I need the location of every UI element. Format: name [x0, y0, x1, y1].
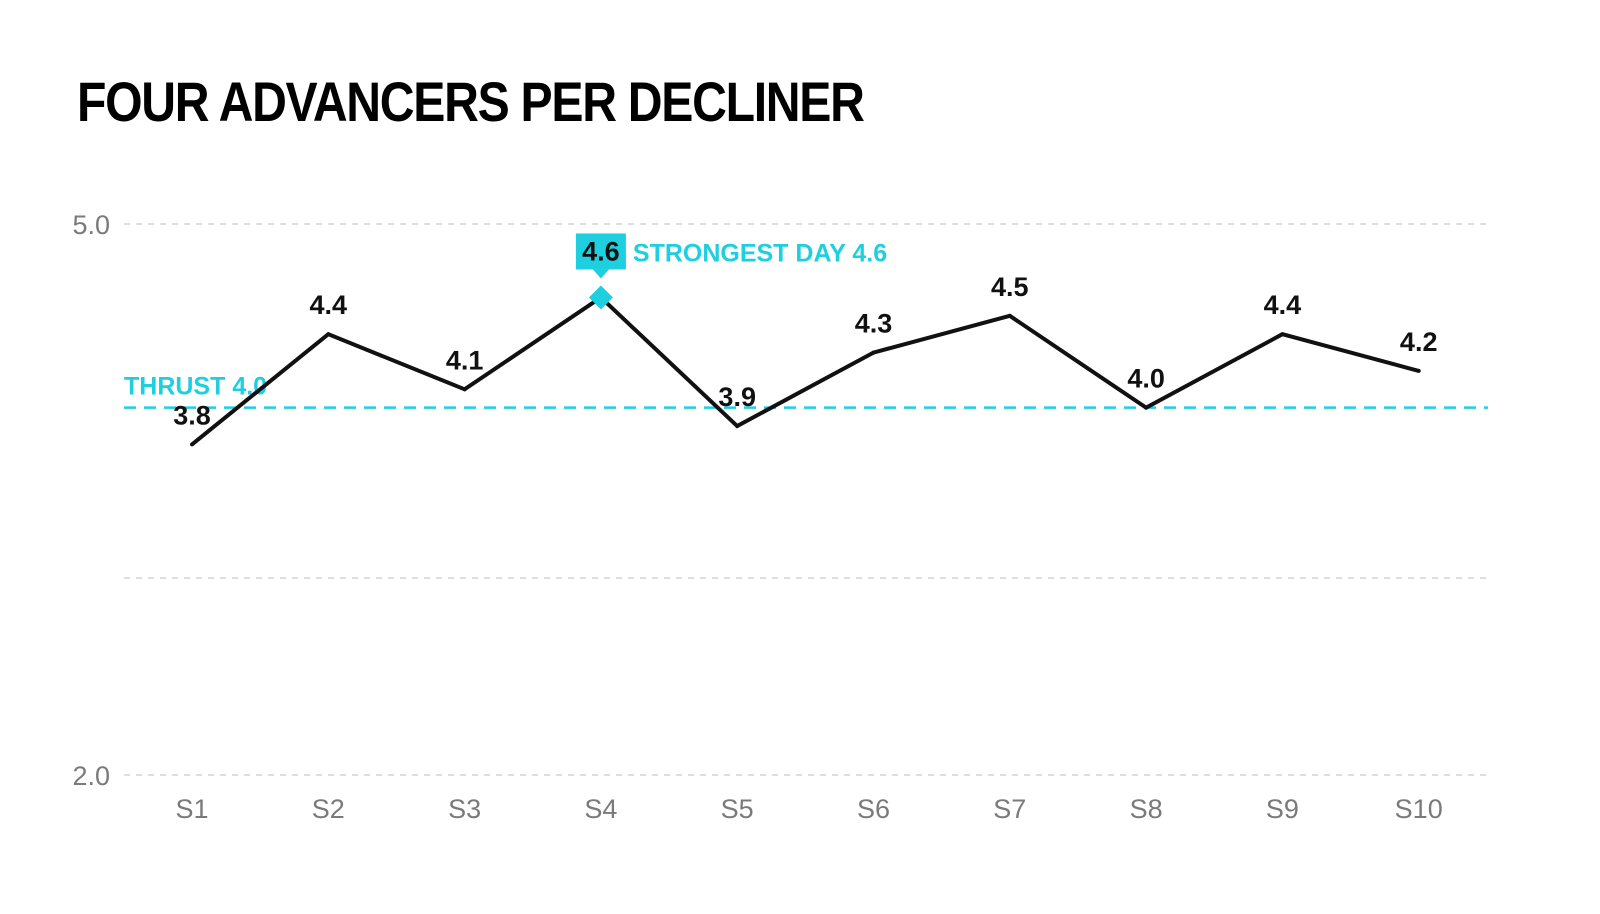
y-tick-label: 2.0	[72, 761, 110, 791]
data-label: 4.2	[1400, 327, 1438, 357]
highlight-badge	[575, 233, 626, 270]
x-tick-label: S1	[175, 794, 208, 824]
data-label: 3.8	[173, 400, 211, 430]
x-tick-label: S2	[312, 794, 345, 824]
highlight-label: STRONGEST DAY 4.6	[633, 239, 887, 267]
data-point	[1144, 405, 1149, 410]
data-label: 4.5	[991, 272, 1029, 302]
data-point	[871, 350, 876, 355]
data-label: 4.4	[1264, 290, 1302, 320]
x-tick-label: S3	[448, 794, 481, 824]
chart-title: FOUR ADVANCERS PER DECLINER	[77, 70, 865, 133]
data-point	[735, 424, 740, 429]
data-point	[462, 387, 467, 392]
highlight-value-label: 4.6	[582, 236, 620, 266]
series-line	[190, 294, 1420, 446]
data-point	[1416, 368, 1421, 373]
data-label: 3.9	[718, 382, 756, 412]
data-label: 4.0	[1127, 364, 1165, 394]
data-point	[326, 332, 331, 337]
x-tick-label: S6	[857, 794, 890, 824]
y-tick-label: 5.0	[72, 210, 110, 240]
x-tick-label: S4	[584, 794, 617, 824]
data-label: 4.4	[310, 290, 348, 320]
data-point	[1280, 332, 1285, 337]
x-tick-label: S9	[1266, 794, 1299, 824]
data-label: 4.3	[855, 309, 893, 339]
data-point	[1007, 313, 1012, 318]
x-tick-label: S8	[1130, 794, 1163, 824]
x-tick-label: S10	[1395, 794, 1443, 824]
data-label: 4.1	[446, 345, 484, 375]
reference-line-label: THRUST 4.0	[124, 373, 267, 401]
x-tick-label: S5	[721, 794, 754, 824]
highlight-badge-pointer	[592, 269, 609, 279]
highlight-marker	[588, 285, 613, 310]
x-tick-label: S7	[993, 794, 1026, 824]
data-point	[190, 442, 194, 447]
